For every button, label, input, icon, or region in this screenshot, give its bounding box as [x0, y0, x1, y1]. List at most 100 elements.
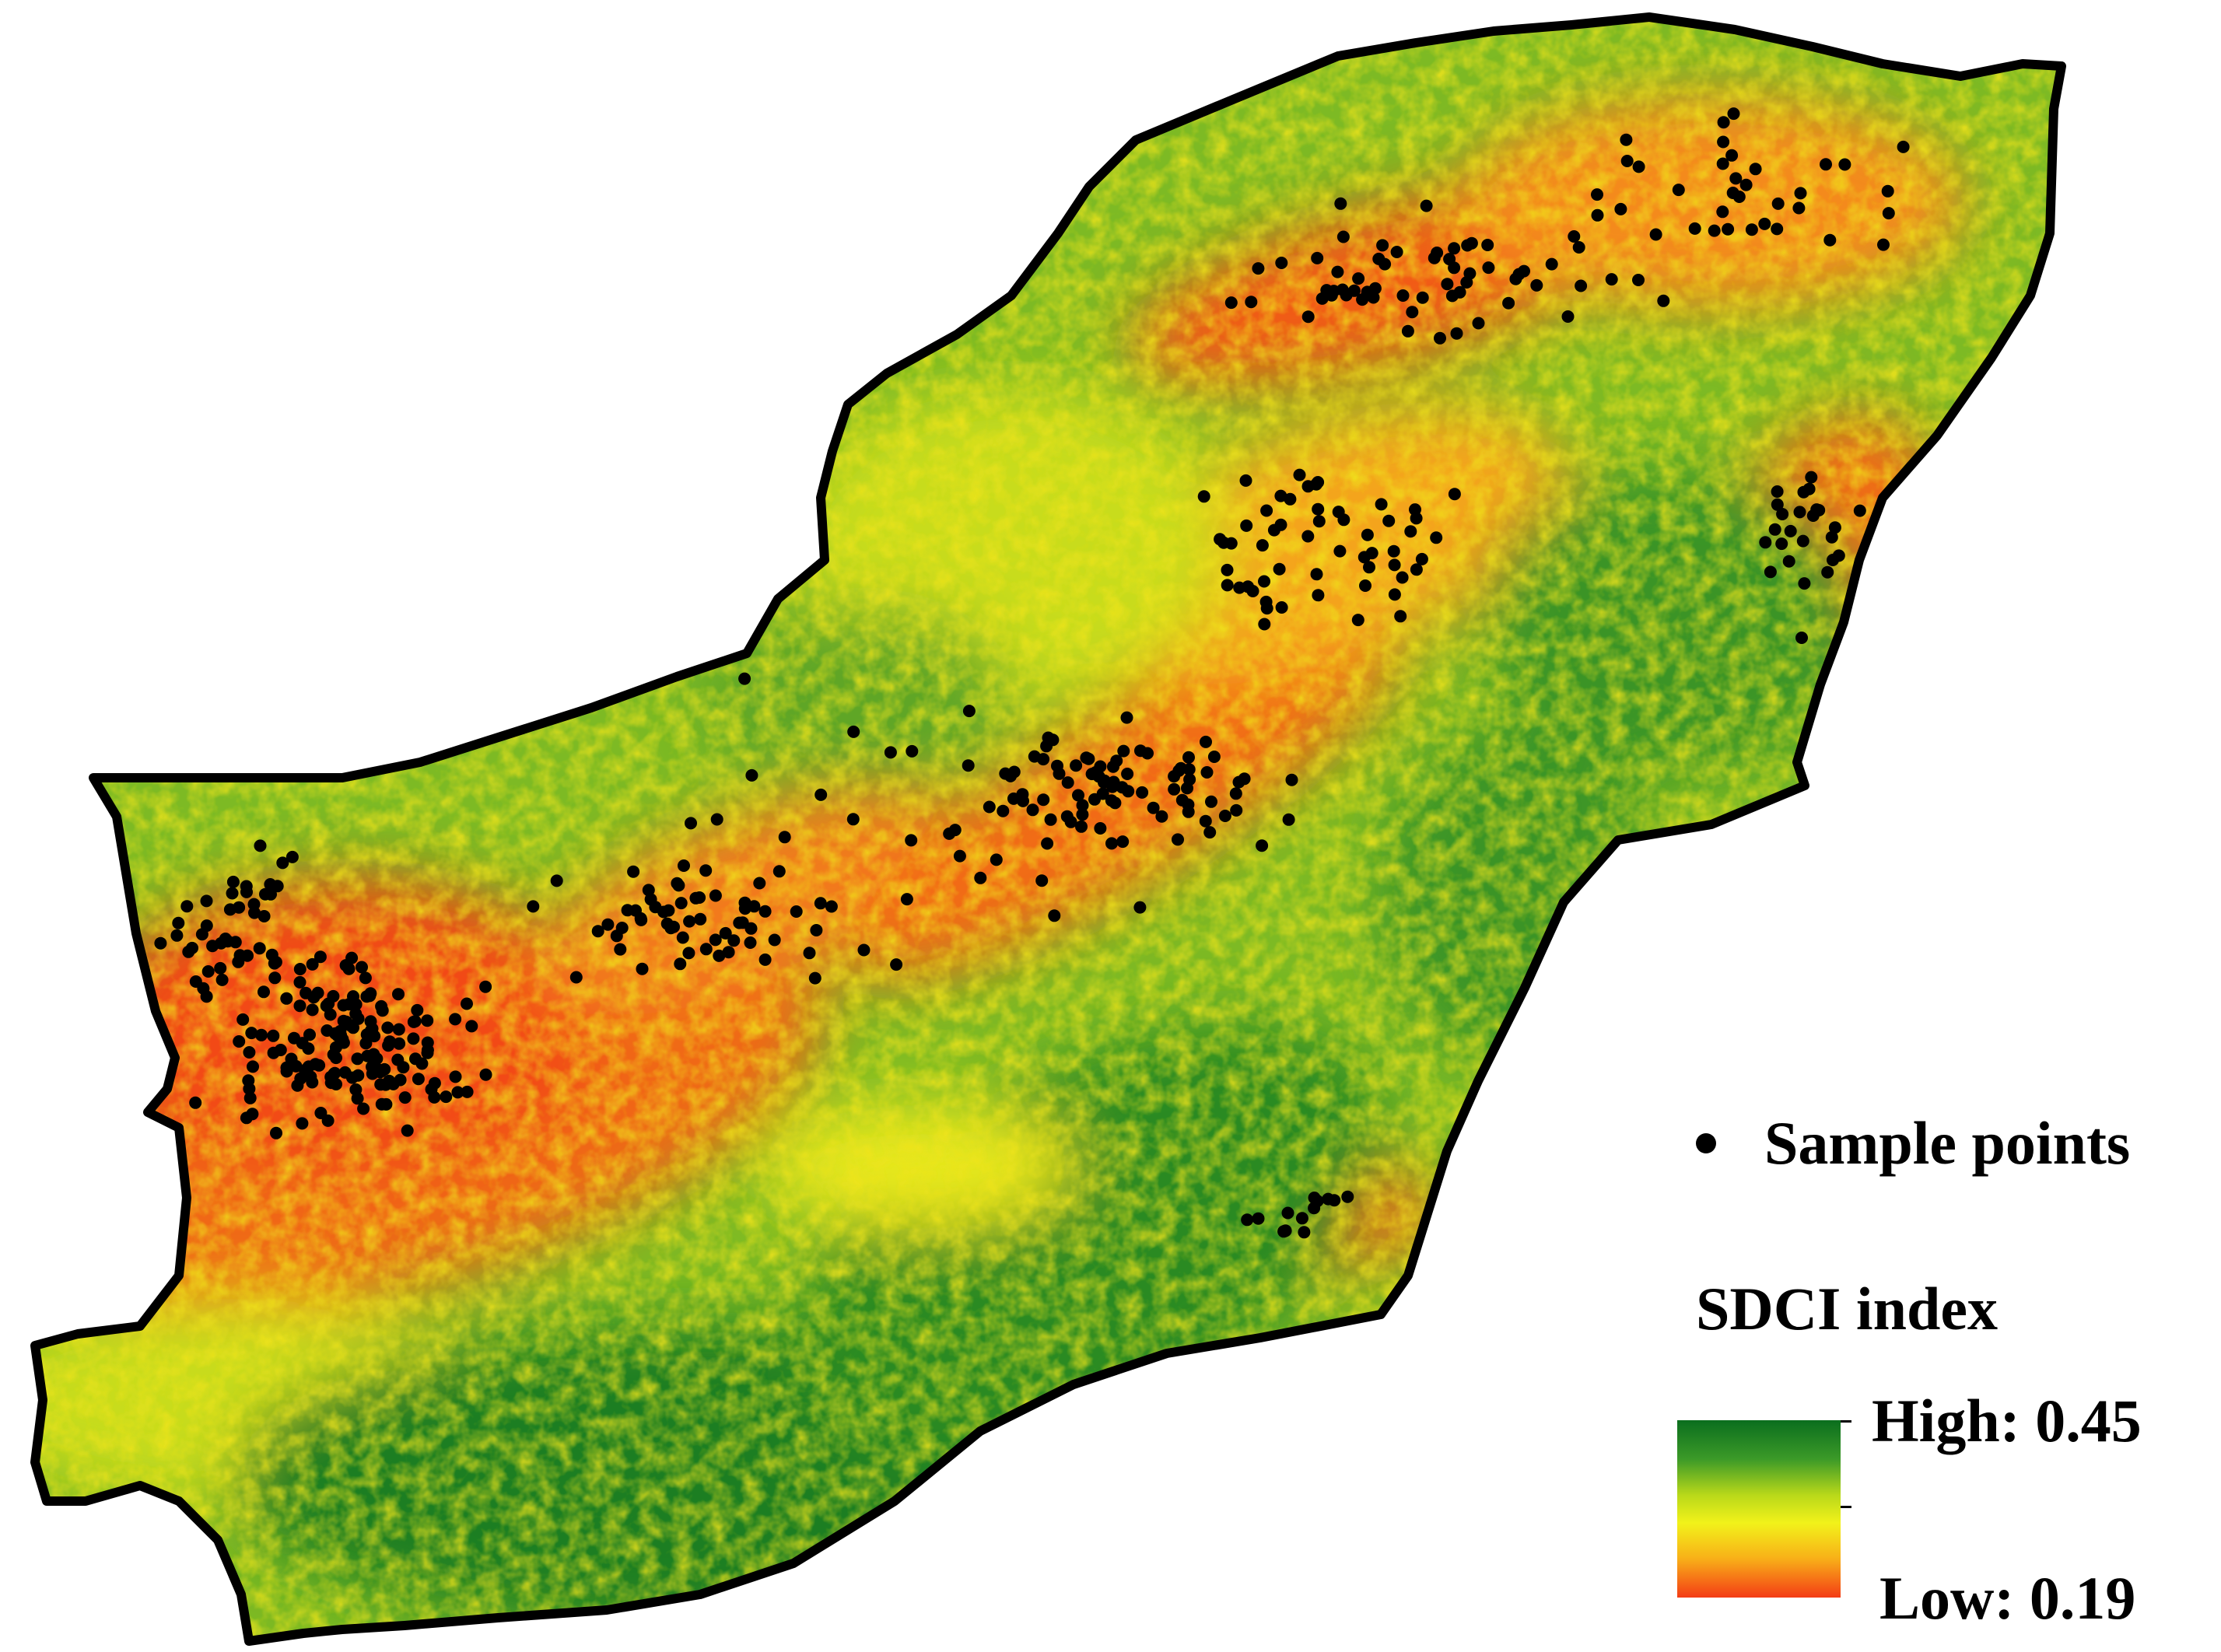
sample-point [1168, 782, 1181, 796]
sample-point [1882, 207, 1895, 220]
sample-point [243, 1091, 257, 1104]
sample-point [1308, 1192, 1321, 1204]
sample-point [1396, 289, 1410, 302]
sample-point [649, 901, 662, 914]
sample-point [1221, 563, 1234, 576]
sample-point [327, 989, 340, 1003]
sample-point [1591, 208, 1604, 222]
sample-point [1205, 795, 1217, 808]
sample-point [710, 813, 723, 826]
sample-point [601, 918, 615, 931]
sample-point [375, 1097, 388, 1111]
sample-point [685, 817, 697, 830]
sample-point [1040, 740, 1053, 753]
sample-point [233, 1035, 246, 1048]
sample-point [709, 933, 722, 947]
sample-point [635, 913, 648, 926]
sample-point [226, 875, 240, 888]
sample-point [1382, 514, 1396, 527]
sample-point [682, 947, 695, 960]
sample-point [825, 900, 838, 913]
sample-point [674, 957, 687, 971]
sample-point [154, 936, 167, 950]
sample-point [803, 947, 816, 960]
sample-point [674, 897, 688, 910]
sample-point [983, 800, 996, 814]
sample-point [1745, 223, 1758, 236]
sample-point [257, 985, 270, 999]
sample-point [1252, 1212, 1265, 1225]
sample-point [1545, 257, 1558, 271]
sample-point [627, 865, 640, 878]
sample-point [1172, 833, 1184, 846]
sample-point [1094, 760, 1107, 773]
sample-point [1333, 544, 1347, 558]
sample-point [1352, 272, 1365, 285]
sample-point [1351, 614, 1364, 627]
sample-point [314, 950, 327, 964]
sample-point [246, 1108, 259, 1121]
sample-point [1332, 506, 1345, 519]
sample-point [1199, 814, 1212, 828]
sample-point [255, 1028, 268, 1041]
sample-point [170, 929, 184, 942]
legend-tick-high [1841, 1420, 1851, 1423]
legend-points-label: Sample points [1764, 1109, 2131, 1177]
legend-low-label: Low: 0.19 [1879, 1564, 2136, 1632]
sample-point [280, 1065, 293, 1078]
sample-point [1070, 759, 1083, 772]
sample-point [1273, 562, 1286, 576]
sample-point [214, 961, 227, 975]
sample-point [614, 943, 627, 956]
sample-point [349, 1083, 363, 1096]
sample-point [808, 971, 821, 985]
sample-point [449, 1013, 462, 1026]
sample-point [274, 1044, 287, 1056]
sample-point [1805, 471, 1818, 484]
sample-point [359, 1037, 373, 1050]
sample-point [1076, 808, 1089, 821]
sample-point [1200, 766, 1214, 779]
sample-point [683, 915, 696, 928]
sample-point [1301, 310, 1315, 324]
sample-point [1061, 776, 1074, 789]
sample-point [253, 942, 266, 955]
sample-point [890, 958, 903, 971]
sample-point [1285, 773, 1298, 786]
sample-point [1312, 589, 1325, 602]
sample-point [1325, 289, 1338, 302]
sample-point [1282, 813, 1295, 826]
legend-high-label: High: 0.45 [1872, 1387, 2142, 1454]
sample-point [421, 1036, 434, 1049]
sample-point [201, 965, 215, 978]
sample-point [1771, 498, 1784, 511]
sample-point [1359, 579, 1371, 592]
sample-point [1117, 744, 1130, 758]
sample-point [1094, 822, 1107, 835]
sample-point [1363, 561, 1375, 574]
sample-point [182, 945, 195, 958]
sample-point [364, 1015, 377, 1028]
sample-point [360, 990, 373, 1003]
sample-point [1406, 306, 1419, 319]
sample-point [1375, 498, 1388, 511]
sample-point [1448, 488, 1461, 501]
sample-point [1240, 519, 1253, 532]
sample-point [768, 933, 781, 947]
sample-point [267, 1029, 280, 1042]
sample-point [1064, 815, 1077, 828]
sample-point [1258, 575, 1270, 588]
sample-point [1312, 502, 1325, 516]
sample-point [1105, 837, 1118, 850]
sample-point [1410, 563, 1423, 576]
sample-point [905, 834, 918, 847]
sample-point [1795, 632, 1808, 644]
sample-point [527, 900, 540, 913]
sample-point [451, 1086, 464, 1099]
sample-point [1784, 524, 1797, 537]
sample-point [1758, 217, 1771, 230]
sample-point [345, 951, 359, 964]
sample-point [440, 1090, 453, 1104]
sample-point [676, 931, 689, 944]
